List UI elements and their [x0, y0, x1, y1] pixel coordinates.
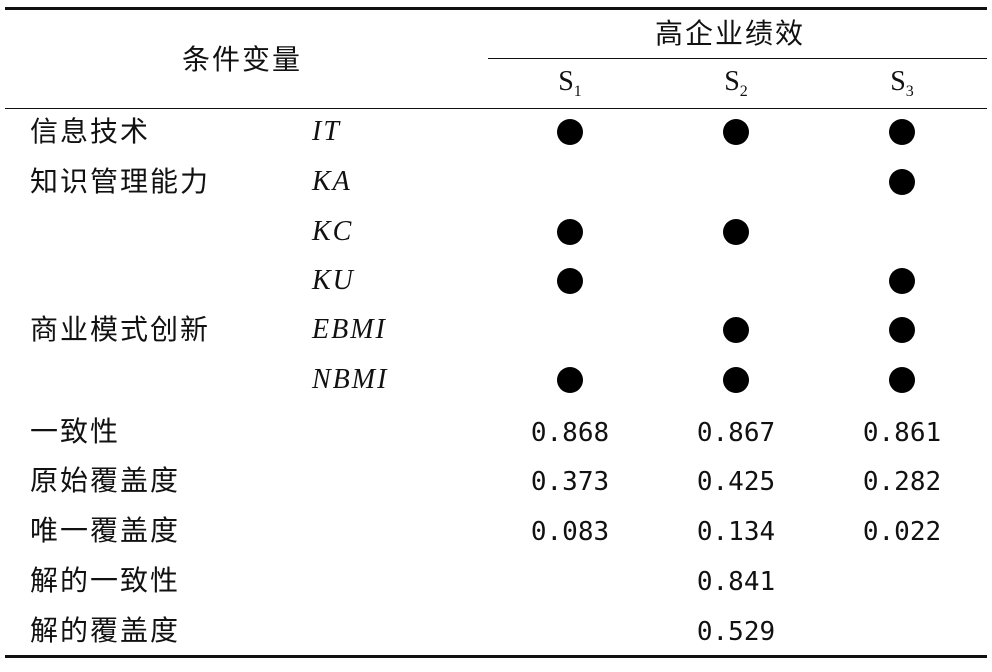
top-rule — [5, 7, 987, 10]
metric-value: 0.373 — [530, 467, 610, 497]
present-condition-mark — [557, 219, 583, 245]
present-condition-mark — [889, 268, 915, 294]
outcome-header: 高企业绩效 — [655, 17, 806, 50]
solutions-rule — [488, 58, 987, 59]
variable-code: EBMI — [312, 314, 387, 345]
overall-label: 解的一致性 — [30, 564, 181, 597]
present-condition-mark — [557, 268, 583, 294]
variable-code: KC — [312, 216, 354, 247]
solution-header-s3: S3 — [890, 66, 914, 100]
condition-variable-header: 条件变量 — [182, 43, 303, 76]
metric-value: 0.868 — [530, 418, 610, 448]
metric-value: 0.425 — [696, 467, 776, 497]
present-condition-mark — [723, 219, 749, 245]
metric-value: 0.282 — [862, 467, 942, 497]
bottom-rule — [5, 655, 987, 658]
group-label: 信息技术 — [30, 115, 151, 148]
group-label: 知识管理能力 — [30, 165, 211, 198]
solution-header-s1: S1 — [558, 66, 582, 100]
variable-code: NBMI — [312, 364, 389, 395]
metric-label: 唯一覆盖度 — [30, 514, 181, 547]
variable-code: IT — [312, 116, 341, 147]
present-condition-mark — [557, 119, 583, 145]
metric-value: 0.022 — [862, 517, 942, 547]
metric-value: 0.083 — [530, 517, 610, 547]
present-condition-mark — [723, 317, 749, 343]
metric-value: 0.134 — [696, 517, 776, 547]
group-label: 商业模式创新 — [30, 313, 211, 346]
solution-header-s2: S2 — [724, 66, 748, 100]
metric-value: 0.867 — [696, 418, 776, 448]
metric-label: 原始覆盖度 — [30, 464, 181, 497]
metric-value: 0.861 — [862, 418, 942, 448]
present-condition-mark — [723, 367, 749, 393]
metric-label: 一致性 — [30, 415, 121, 448]
variable-code: KA — [312, 166, 352, 197]
header-rule — [5, 108, 987, 109]
present-condition-mark — [889, 317, 915, 343]
overall-value: 0.529 — [696, 617, 776, 647]
present-condition-mark — [889, 367, 915, 393]
present-condition-mark — [889, 169, 915, 195]
present-condition-mark — [557, 367, 583, 393]
variable-code: KU — [312, 265, 355, 296]
present-condition-mark — [723, 119, 749, 145]
overall-label: 解的覆盖度 — [30, 614, 181, 647]
present-condition-mark — [889, 119, 915, 145]
overall-value: 0.841 — [696, 567, 776, 597]
